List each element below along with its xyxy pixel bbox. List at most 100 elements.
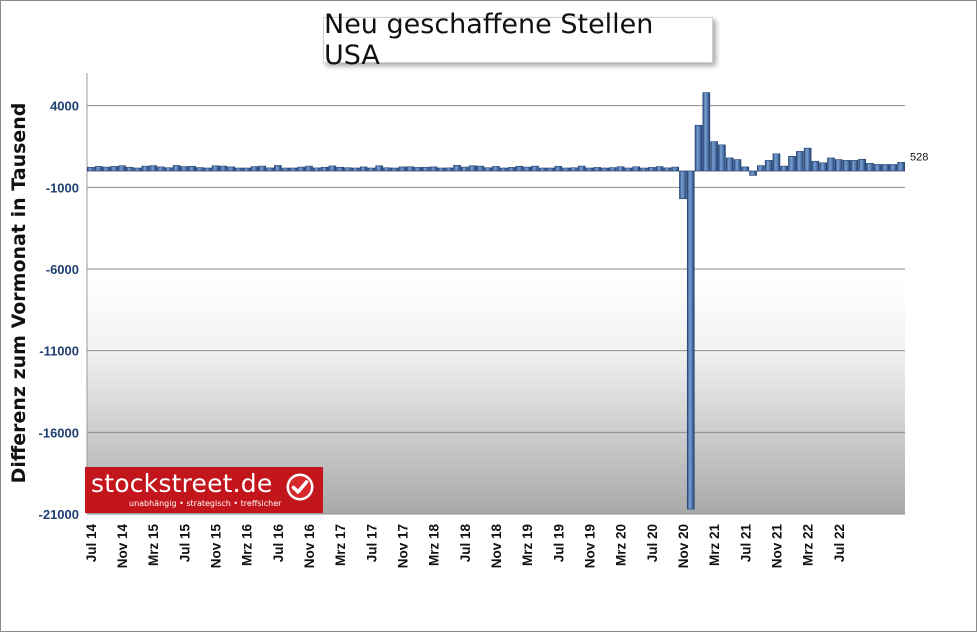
x-tick-label: Nov 17 [396, 524, 411, 568]
x-tick-label: Mrz 22 [801, 524, 816, 566]
bar [406, 166, 415, 172]
bar [733, 159, 742, 172]
bar [367, 167, 376, 172]
logo-name: stockstreet.de [91, 469, 273, 498]
stockstreet-logo: stockstreet.de unabhängig • strategisch … [85, 467, 323, 513]
bar [523, 166, 531, 172]
bar [390, 167, 399, 172]
bar [102, 166, 111, 172]
bar [764, 160, 773, 172]
bar [422, 166, 430, 172]
bar [873, 164, 882, 172]
bar [172, 165, 181, 172]
x-tick-label: Mrz 17 [333, 524, 348, 566]
bar [796, 151, 804, 172]
bar [180, 166, 189, 172]
bar [609, 167, 617, 172]
bar [250, 166, 259, 172]
x-tick-label: Nov 15 [209, 524, 224, 569]
bar [827, 157, 835, 172]
bar [383, 167, 391, 172]
bar [772, 153, 781, 172]
bar [679, 170, 687, 200]
bar [141, 165, 150, 172]
bar [819, 162, 828, 172]
bar [94, 166, 103, 172]
bar [850, 160, 859, 172]
bar [149, 165, 158, 172]
y-tick-label: -6000 [46, 262, 79, 277]
bar [515, 165, 524, 172]
bar [235, 167, 243, 172]
bar [219, 165, 228, 172]
bar [164, 167, 173, 172]
bar [803, 147, 812, 172]
bar [624, 167, 633, 172]
chart-title: Neu geschaffene Stellen USA [323, 9, 713, 71]
bar [725, 157, 734, 172]
bar [570, 167, 578, 172]
bar [788, 156, 796, 172]
bar [710, 141, 718, 172]
logo-tagline: unabhängig • strategisch • treffsicher [129, 499, 282, 508]
bar [110, 166, 119, 172]
bar [398, 166, 407, 172]
bar [499, 167, 508, 172]
y-tick-label: -11000 [39, 344, 79, 359]
bar [297, 166, 306, 172]
x-tick-label: Nov 21 [769, 524, 784, 569]
bar [429, 166, 438, 172]
bar [531, 165, 539, 172]
x-tick-label: Jul 16 [271, 524, 286, 563]
bar [313, 167, 321, 172]
bar [655, 166, 664, 172]
x-tick-label: Mrz 18 [427, 524, 442, 567]
y-tick-label: -16000 [39, 425, 79, 440]
bar [227, 166, 235, 172]
bar [585, 167, 594, 172]
bar [757, 165, 765, 172]
x-tick-label: Mrz 15 [146, 524, 161, 567]
x-tick-label: Mrz 16 [240, 524, 255, 567]
bar [211, 165, 220, 172]
last-value-label: 528 [910, 151, 928, 163]
bar [858, 158, 866, 172]
bar [811, 160, 820, 172]
x-tick-label: Jul 22 [832, 524, 847, 562]
x-tick-label: Nov 19 [582, 524, 597, 568]
x-tick-label: Nov 14 [115, 524, 130, 569]
bar [344, 167, 352, 172]
bar [780, 165, 789, 172]
bar [281, 167, 290, 172]
y-axis-label: Differenz zum Vormonat in Tausend [8, 102, 30, 484]
x-tick-label: Jul 17 [364, 524, 379, 562]
bar [749, 170, 757, 176]
x-tick-label: Mrz 19 [520, 524, 535, 566]
bar [842, 160, 851, 172]
bar [289, 167, 298, 172]
bar [359, 166, 368, 172]
bar [889, 164, 898, 172]
bar [686, 170, 695, 510]
bar [188, 165, 196, 172]
bar [741, 166, 750, 172]
bar [157, 166, 165, 172]
bar [203, 167, 212, 172]
x-tick-label: Mrz 21 [707, 524, 722, 567]
bar [453, 164, 461, 172]
bar [375, 165, 383, 172]
x-tick-label: Jul 20 [645, 524, 660, 562]
x-tick-label: Nov 16 [302, 524, 317, 569]
bar [562, 167, 570, 172]
x-tick-label: Jul 18 [458, 524, 473, 563]
y-tick-label: -1000 [46, 180, 79, 195]
bar [648, 167, 656, 172]
bar [126, 166, 134, 172]
bar [118, 165, 126, 172]
bar [242, 167, 251, 172]
bar [671, 166, 679, 172]
bar [468, 165, 477, 172]
bar [663, 167, 672, 172]
